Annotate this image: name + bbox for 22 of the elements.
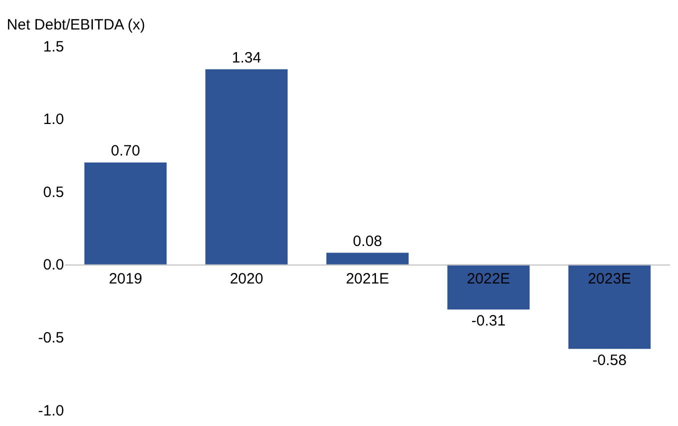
data-label: -0.58: [592, 352, 627, 369]
y-tick-label: -1.0: [38, 402, 64, 420]
data-label: -0.31: [471, 312, 506, 330]
y-tick-label: -0.5: [38, 329, 64, 346]
y-tick-label: 0.0: [43, 256, 64, 274]
bar: [84, 162, 167, 264]
bar: [568, 264, 651, 349]
data-label: 0.08: [352, 232, 382, 250]
bar: [326, 252, 409, 264]
chart-title: Net Debt/EBITDA (x): [6, 16, 146, 34]
data-label: 0.70: [110, 142, 140, 160]
x-tick-label: 2022E: [466, 270, 510, 288]
y-tick-label: 1.5: [43, 38, 64, 56]
data-label: 1.34: [232, 49, 262, 66]
y-tick-label: 1.0: [43, 111, 64, 128]
bar: [447, 264, 530, 310]
x-tick-label: 2023E: [588, 270, 632, 288]
bar: [205, 69, 288, 264]
x-tick-label: 2021E: [346, 270, 390, 288]
x-tick-label: 2019: [108, 270, 142, 288]
y-tick-label: 0.5: [43, 184, 64, 201]
x-tick-label: 2020: [230, 270, 264, 288]
